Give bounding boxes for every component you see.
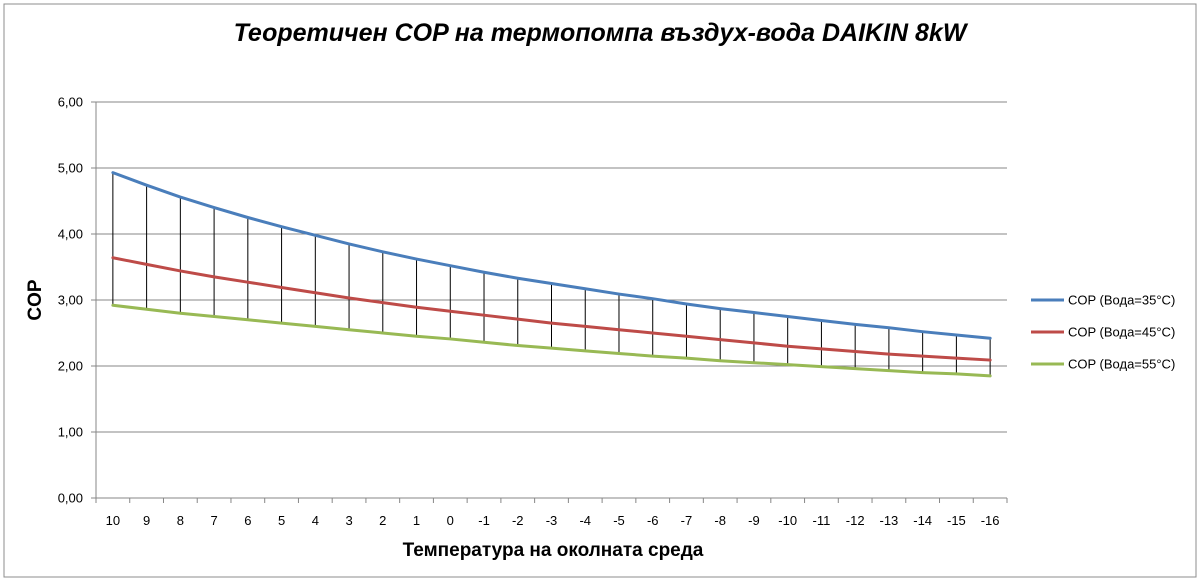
legend-label: COP (Вода=35°C)	[1068, 293, 1175, 308]
y-tick-label: 2,00	[58, 359, 83, 374]
x-tick-label: -11	[813, 513, 831, 528]
x-tick-label: -7	[681, 513, 693, 528]
y-tick-label: 1,00	[58, 425, 83, 440]
legend-label: COP (Вода=55°C)	[1068, 357, 1175, 372]
x-tick-label: -8	[714, 513, 726, 528]
x-axis-title: Температура на околната среда	[403, 540, 704, 561]
series-layer	[111, 171, 992, 378]
x-tick-label: -13	[880, 513, 899, 528]
x-tick-label: -3	[546, 513, 558, 528]
y-tick-label: 6,00	[58, 95, 83, 110]
y-tick-label: 4,00	[58, 227, 83, 242]
x-tick-label: 2	[379, 513, 386, 528]
x-tick-label: 8	[177, 513, 184, 528]
y-tick-label: 5,00	[58, 161, 83, 176]
x-tick-label: -15	[947, 513, 966, 528]
x-tick-label: -14	[913, 513, 932, 528]
x-tick-label: -16	[981, 513, 1000, 528]
x-tick-label: 4	[312, 513, 319, 528]
x-tick-label: -12	[846, 513, 865, 528]
x-tick-label: 9	[143, 513, 150, 528]
x-tick-label: 7	[210, 513, 217, 528]
x-tick-label: 1	[413, 513, 420, 528]
series-line	[111, 256, 992, 362]
x-tick-label: 3	[345, 513, 352, 528]
series-line	[111, 303, 992, 378]
y-axis-title: COP	[25, 279, 46, 321]
y-tick-label: 0,00	[58, 491, 83, 506]
x-tick-label: 6	[244, 513, 251, 528]
x-tick-label: -1	[478, 513, 490, 528]
legend: COP (Вода=35°C) COP (Вода=45°C) COP (Вода=…	[1031, 293, 1175, 372]
x-tick-label: -5	[613, 513, 625, 528]
x-tick-label: 5	[278, 513, 285, 528]
drop-lines	[112, 172, 991, 376]
x-tick-label: 10	[106, 513, 120, 528]
x-tick-label: 0	[447, 513, 454, 528]
x-tick-label: -2	[512, 513, 524, 528]
series-line	[111, 171, 992, 340]
y-tick-label: 3,00	[58, 293, 83, 308]
x-tick-label: -4	[579, 513, 591, 528]
x-tick-label: -6	[647, 513, 659, 528]
x-tick-label: -9	[748, 513, 760, 528]
x-tick-label: -10	[778, 513, 797, 528]
chart-title: Теоретичен COP на термопомпа въздух-вода…	[234, 19, 969, 47]
legend-label: COP (Вода=45°C)	[1068, 325, 1175, 340]
